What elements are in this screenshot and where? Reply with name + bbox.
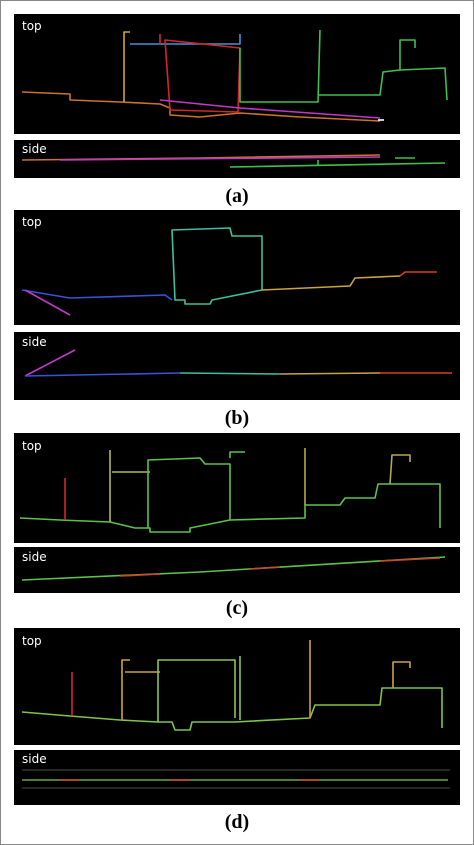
trajectory	[399, 271, 437, 277]
panel-c: top side (c)	[14, 433, 460, 619]
top-label: top	[22, 439, 42, 453]
panel-d: top side (d)	[14, 628, 460, 833]
trajectory	[179, 372, 281, 375]
caption: (a)	[225, 185, 248, 207]
trajectory	[24, 372, 181, 377]
trajectory	[21, 556, 446, 581]
side-view	[14, 332, 460, 400]
side-label: side	[22, 752, 47, 766]
top-label: top	[22, 215, 42, 229]
trajectory	[304, 448, 411, 505]
caption: (c)	[226, 597, 248, 619]
panel-b: top side (b)	[14, 210, 460, 429]
trajectory	[130, 34, 241, 45]
top-label: top	[22, 634, 42, 648]
side-label: side	[22, 142, 47, 156]
trajectory	[279, 372, 381, 375]
trajectory	[21, 289, 173, 301]
trajectory	[157, 656, 241, 722]
trajectory	[21, 687, 443, 731]
trajectory	[261, 275, 401, 291]
trajectory	[109, 450, 150, 522]
top-view	[14, 433, 460, 543]
panel-a: top side (a)	[14, 14, 460, 207]
trajectory	[24, 349, 76, 377]
guide-line	[22, 769, 450, 789]
trajectory	[171, 227, 263, 305]
trajectory	[24, 289, 71, 316]
side-label: side	[22, 550, 47, 564]
trajectory	[59, 156, 381, 161]
trajectory	[309, 640, 411, 718]
top-view	[14, 210, 460, 325]
trajectory	[229, 157, 446, 168]
side-label: side	[22, 335, 47, 349]
trajectory	[159, 34, 241, 113]
top-view	[14, 14, 460, 134]
top-label: top	[22, 19, 42, 33]
trajectory	[147, 451, 245, 528]
side-view	[14, 750, 460, 805]
caption: (d)	[225, 811, 249, 833]
trajectory	[239, 29, 448, 103]
top-view	[14, 628, 460, 745]
trajectory	[119, 557, 441, 577]
trajectory	[121, 659, 160, 720]
caption: (b)	[225, 407, 249, 429]
trajectory	[159, 99, 381, 119]
trajectory	[123, 31, 130, 102]
